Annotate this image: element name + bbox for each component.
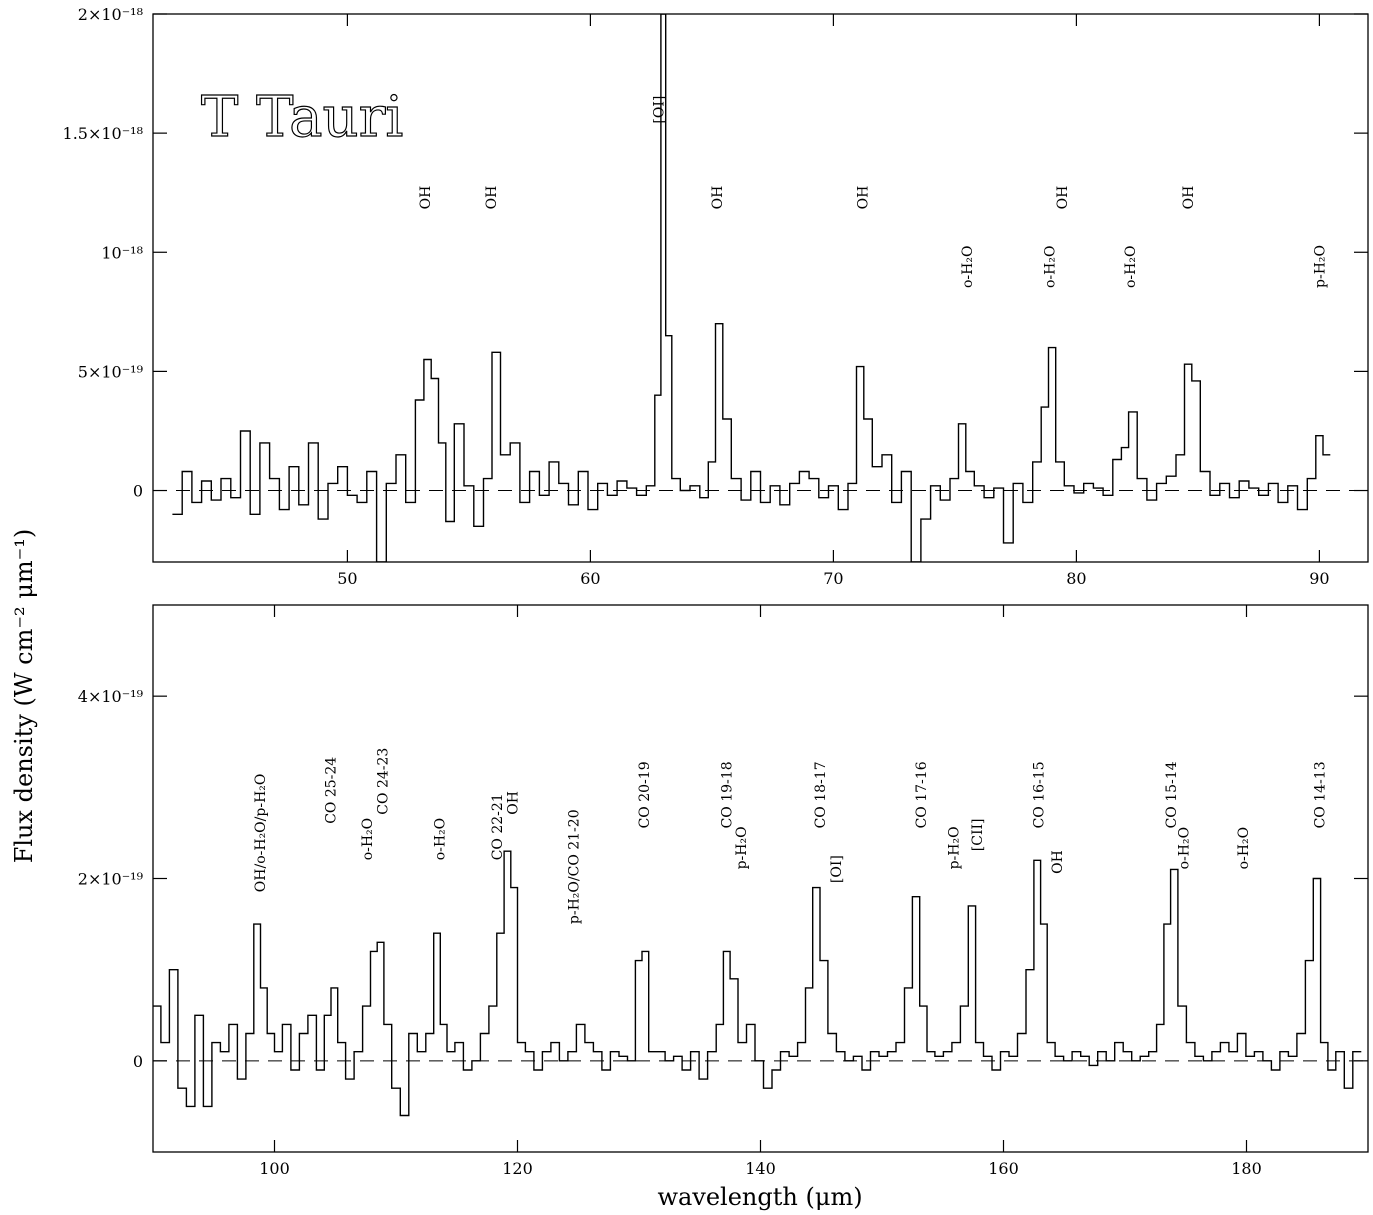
line-label: OH	[1050, 850, 1066, 874]
line-label: CO 20-19	[637, 761, 653, 828]
x-tick-label: 140	[745, 1159, 776, 1178]
line-label: p-H₂O	[947, 826, 963, 869]
line-label: OH	[856, 186, 872, 210]
line-label: o-H₂O	[1123, 246, 1139, 288]
top-panel: 50 60 70 80 90 0 5×10⁻¹⁹ 10⁻¹⁸ 1.5×10⁻¹⁸ 2×10⁻¹⁸ O…	[63, 5, 1369, 588]
x-tick-label: 180	[1231, 1159, 1262, 1178]
line-label: OH	[506, 791, 522, 815]
spectrum-line	[153, 850, 1362, 1117]
plot-frame	[152, 604, 1369, 1153]
x-tick-label: 120	[502, 1159, 533, 1178]
line-label: OH/o-H₂O/p-H₂O	[253, 774, 269, 893]
line-label: p-H₂O/CO 21-20	[566, 809, 582, 924]
line-label: CO 19-18	[720, 761, 736, 828]
y-tick-label: 1.5×10⁻¹⁸	[63, 124, 143, 143]
line-label: o-H₂O	[360, 818, 376, 860]
line-label: p-H₂O	[1312, 245, 1328, 288]
x-tick-label: 70	[823, 569, 843, 588]
line-label: CO 25-24	[323, 757, 339, 824]
line-label: CO 14-13	[1312, 761, 1328, 828]
x-tick-label: 160	[988, 1159, 1019, 1178]
y-tick-label: 2×10⁻¹⁸	[78, 5, 143, 24]
line-label: [CII]	[970, 818, 986, 851]
line-label: p-H₂O	[734, 826, 750, 869]
line-label: CO 17-16	[914, 761, 930, 828]
y-tick-label: 4×10⁻¹⁹	[78, 687, 144, 706]
line-label: OH	[1055, 186, 1071, 210]
line-label: OH	[710, 186, 726, 210]
x-axis-label: wavelength (μm)	[657, 1183, 862, 1211]
line-label: CO 16-15	[1032, 761, 1048, 828]
y-tick-label: 0	[133, 1052, 143, 1071]
line-label: [OI]	[651, 96, 667, 124]
line-label: CO 22-21	[490, 793, 506, 860]
spectrum-line	[172, 14, 1331, 562]
x-tick-label: 80	[1066, 569, 1086, 588]
line-label: CO 15-14	[1164, 761, 1180, 828]
object-title: T Tauri	[201, 85, 403, 150]
line-label: o-H₂O	[1043, 246, 1059, 288]
line-label: [OI]	[829, 855, 845, 883]
line-label: o-H₂O	[1176, 827, 1192, 869]
x-tick-label: 50	[337, 569, 357, 588]
x-tick-label: 90	[1309, 569, 1329, 588]
line-label: CO 24-23	[376, 748, 392, 815]
line-label: OH	[418, 186, 434, 210]
y-tick-label: 0	[133, 482, 143, 501]
line-label: o-H₂O	[960, 246, 976, 288]
y-tick-label: 2×10⁻¹⁹	[78, 870, 144, 889]
y-axis-label: Flux density (W cm⁻² μm⁻¹)	[10, 529, 38, 864]
line-label: CO 18-17	[813, 761, 829, 828]
line-label: o-H₂O	[433, 818, 449, 860]
bottom-panel: 100 120 140 160 180 0 2×10⁻¹⁹ 4×10⁻¹⁹ OH/o-H₂O/p…	[78, 604, 1369, 1178]
x-tick-label: 60	[580, 569, 600, 588]
line-label: OH	[1181, 186, 1197, 210]
y-tick-label: 5×10⁻¹⁹	[78, 362, 144, 381]
line-label: OH	[484, 186, 500, 210]
y-tick-label: 10⁻¹⁸	[101, 243, 143, 262]
x-tick-label: 100	[259, 1159, 290, 1178]
line-label: o-H₂O	[1236, 827, 1252, 869]
plot-frame	[152, 13, 1369, 563]
